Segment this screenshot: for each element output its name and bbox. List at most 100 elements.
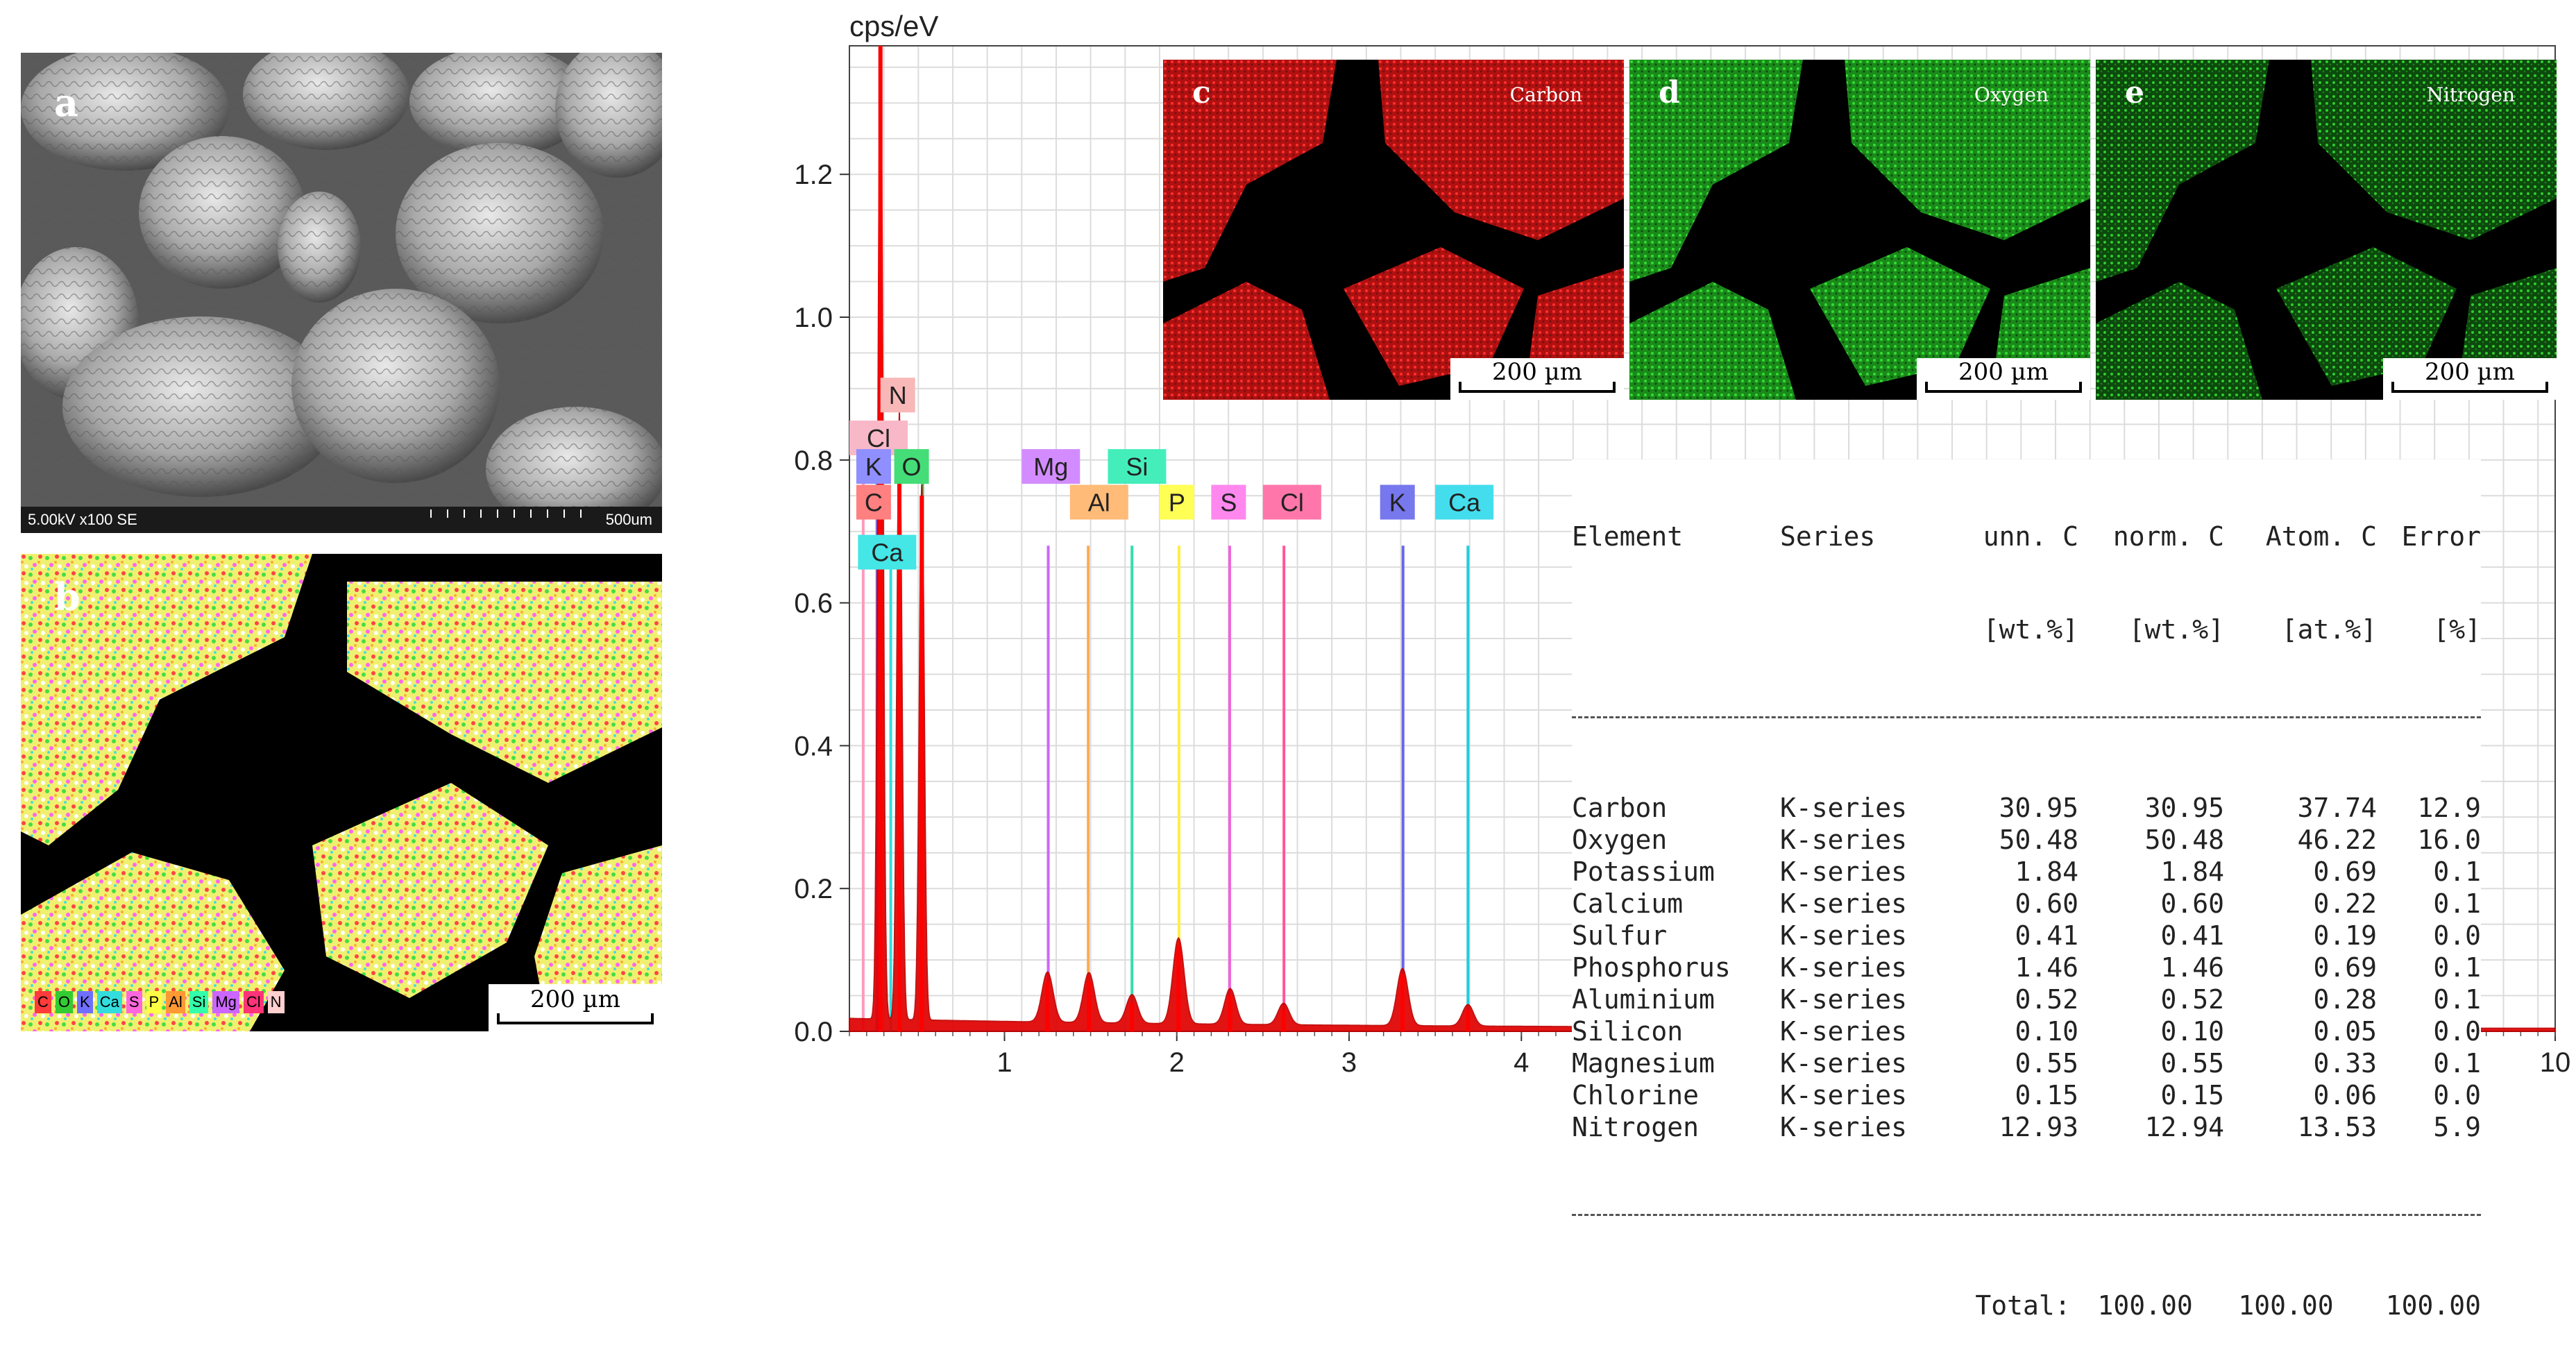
oxygen-map-graphic: [1629, 60, 2090, 400]
y-tick-label: 0.8: [794, 446, 833, 476]
peak-label-box: [856, 449, 891, 484]
unit-cell: [wt.%]: [2128, 614, 2224, 645]
oxygen-map-title: Oxygen: [1974, 83, 2049, 106]
peak-label-box: [880, 378, 915, 413]
peak-label-text: Mg: [1033, 453, 1068, 481]
peak-label-box: [1435, 484, 1494, 520]
table-row: Sulfur K-series 0.41 0.41 0.19 0.0: [1572, 920, 2481, 952]
nitrogen-map-title: Nitrogen: [2426, 83, 2515, 106]
table-cell: Oxygen: [1572, 825, 1668, 855]
table-cell: K-series: [1780, 793, 1908, 823]
x-tick-label: 3: [1341, 1047, 1357, 1078]
table-cell: 0.10: [2015, 1016, 2078, 1047]
scale-bar: 200 µm: [1450, 358, 1624, 400]
table-cell: 12.94: [2144, 1112, 2224, 1142]
y-tick-label: 1.0: [794, 303, 833, 333]
legend-item: Cl: [243, 991, 264, 1013]
total-value: 100.00: [2238, 1290, 2334, 1321]
table-cell: 30.95: [2144, 793, 2224, 823]
table-cell: 16.0: [2417, 825, 2481, 855]
panel-letter-a: a: [54, 81, 78, 125]
table-cell: 0.60: [2015, 888, 2078, 919]
carbon-map-panel: c Carbon 200 µm: [1163, 60, 1624, 400]
unit-cell: [1572, 614, 1780, 645]
panel-letter-b: b: [54, 575, 80, 619]
table-cell: 13.53: [2297, 1112, 2377, 1142]
table-row: Phosphorus K-series 1.46 1.46 0.69 0.1: [1572, 952, 2481, 983]
scale-bar-label: 200 µm: [2424, 358, 2516, 386]
legend-item: O: [55, 991, 74, 1013]
unit-cell: [1780, 614, 1947, 645]
peak-label-O: O: [894, 449, 929, 484]
table-cell: Aluminium: [1572, 984, 1715, 1015]
table-cell: 0.1: [2433, 984, 2481, 1015]
table-total-row: Total: 100.00 100.00 100.00: [1572, 1290, 2481, 1321]
element-color-legend: C O K Ca S P Al Si Mg Cl N: [35, 991, 285, 1013]
peak-label-box: [1211, 484, 1246, 520]
table-cell: 1.46: [2015, 952, 2078, 983]
table-cell: 1.84: [2015, 856, 2078, 887]
carbon-map-graphic: [1163, 60, 1624, 400]
legend-item: K: [77, 991, 93, 1013]
x-tick-label: 1: [997, 1047, 1012, 1078]
table-cell: K-series: [1780, 1112, 1908, 1142]
table-cell: 0.0: [2433, 920, 2481, 951]
scale-bar-line: [497, 1013, 654, 1024]
table-cell: 0.69: [2313, 952, 2377, 983]
scale-bar-line: [2391, 382, 2548, 393]
table-cell: 46.22: [2297, 825, 2377, 855]
table-cell: Sulfur: [1572, 920, 1668, 951]
table-row: Silicon K-series 0.10 0.10 0.05 0.0: [1572, 1015, 2481, 1047]
column-header: Element: [1572, 521, 1684, 552]
y-tick-label: 0.4: [794, 731, 833, 761]
sem-acquisition-info: 5.00kV x100 SE: [28, 511, 137, 528]
peak-label-text: O: [902, 453, 922, 481]
table-units-row: [wt.%] [wt.%] [at.%] [%]: [1572, 614, 2481, 645]
table-row: Aluminium K-series 0.52 0.52 0.28 0.1: [1572, 983, 2481, 1015]
total-value: 100.00: [2097, 1290, 2193, 1321]
combined-map-graphic: [21, 554, 662, 1031]
table-cell: Chlorine: [1572, 1080, 1700, 1110]
table-cell: K-series: [1780, 920, 1908, 951]
table-cell: Calcium: [1572, 888, 1684, 919]
table-cell: 0.1: [2433, 888, 2481, 919]
x-tick-label: 10: [2540, 1047, 2571, 1078]
table-cell: 0.0: [2433, 1016, 2481, 1047]
scale-bar: 200 µm: [489, 984, 662, 1031]
peak-label-box: [1069, 484, 1128, 520]
peak-label-Cl: Cl: [1262, 484, 1321, 520]
peak-label-Si: Si: [1108, 449, 1167, 484]
peak-label-Al: Al: [1069, 484, 1128, 520]
oxygen-map-panel: d Oxygen 200 µm: [1629, 60, 2090, 400]
table-cell: 5.9: [2433, 1112, 2481, 1142]
table-row: Calcium K-series 0.60 0.60 0.22 0.1: [1572, 888, 2481, 920]
legend-item: Si: [189, 991, 209, 1013]
table-cell: 0.1: [2433, 1048, 2481, 1079]
peak-label-box: [1262, 484, 1321, 520]
table-cell: 0.05: [2313, 1016, 2377, 1047]
table-row: Carbon K-series 30.95 30.95 37.74 12.9: [1572, 792, 2481, 824]
peak-label-text: Ca: [871, 539, 904, 567]
peak-label-box: [1380, 484, 1415, 520]
x-tick-label: 2: [1169, 1047, 1185, 1078]
peak-label-N: N: [880, 378, 915, 413]
table-row: Potassium K-series 1.84 1.84 0.69 0.1: [1572, 856, 2481, 888]
table-cell: 0.55: [2160, 1048, 2224, 1079]
y-axis-label: cps/eV: [849, 10, 938, 42]
table-cell: K-series: [1780, 825, 1908, 855]
table-cell: Silicon: [1572, 1016, 1684, 1047]
peak-label-text: C: [865, 489, 883, 517]
table-divider: [1572, 1214, 2481, 1217]
table-cell: 0.41: [2160, 920, 2224, 951]
peak-label-Ca: Ca: [858, 534, 917, 570]
peak-label-Ca: Ca: [1435, 484, 1494, 520]
scale-bar: 200 µm: [2383, 358, 2557, 400]
table-cell: 1.84: [2160, 856, 2224, 887]
nitrogen-map-panel: e Nitrogen 200 µm: [2096, 60, 2557, 400]
peak-label-P: P: [1159, 484, 1194, 520]
table-cell: Phosphorus: [1572, 952, 1731, 983]
table-cell: 0.41: [2015, 920, 2078, 951]
table-cell: 0.55: [2015, 1048, 2078, 1079]
table-cell: 0.33: [2313, 1048, 2377, 1079]
peak-label-text: Ca: [1448, 489, 1481, 517]
